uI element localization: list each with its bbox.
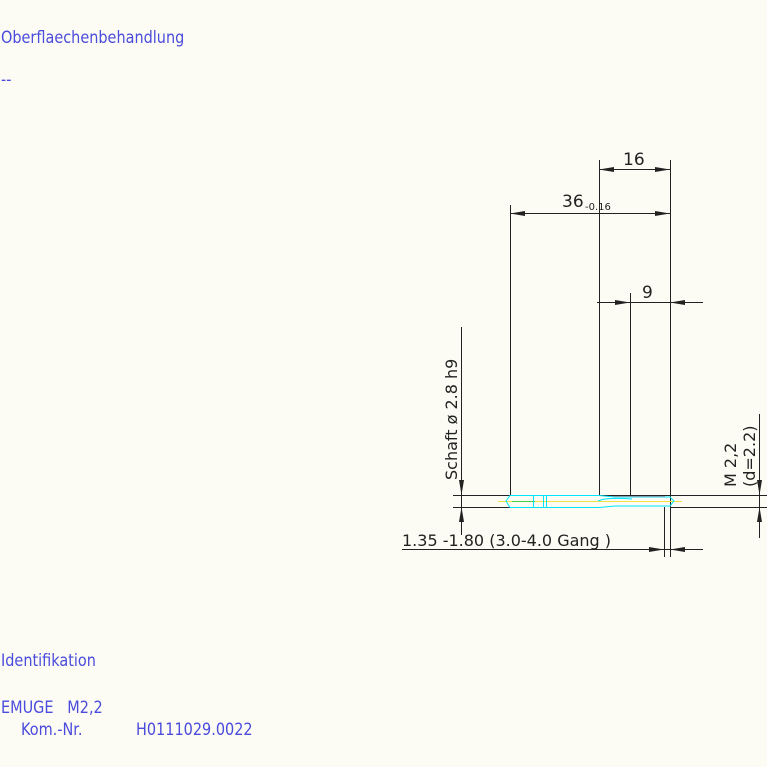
surface-treatment-heading: Oberflaechenbehandlung (1, 28, 185, 48)
kom-value: H0111029.0022 (136, 720, 253, 740)
dim-9-label: 9 (642, 283, 653, 303)
dim-36-tolerance: -0.16 (585, 202, 611, 213)
thread-label: M 2,2 (721, 443, 740, 487)
surface-treatment-value: -- (1, 70, 12, 90)
tap-part (498, 495, 682, 508)
thread-d-label: (d=2.2) (740, 426, 759, 488)
bottom-dim-label: 1.35 -1.80 (3.0-4.0 Gang ) (402, 531, 611, 550)
kom-label: Kom.-Nr. (21, 720, 83, 740)
dimension-arrows (459, 167, 762, 552)
identification-heading: Identifikation (1, 651, 96, 671)
dim-36-label: 36 (562, 192, 584, 212)
maker-line: EMUGE M2,2 (1, 698, 103, 718)
shank-label: Schaft ø 2.8 h9 (442, 359, 461, 480)
dim-16-label: 16 (623, 150, 645, 170)
